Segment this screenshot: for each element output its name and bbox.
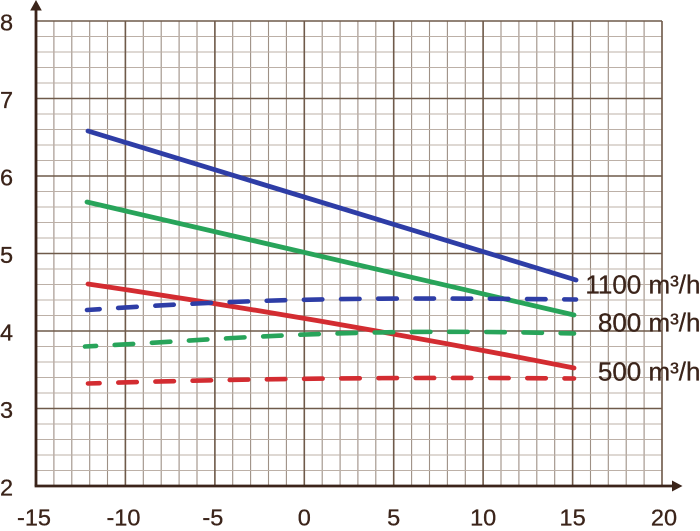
svg-text:15: 15 bbox=[560, 505, 586, 531]
svg-text:0: 0 bbox=[298, 505, 311, 531]
svg-text:8: 8 bbox=[0, 9, 13, 35]
svg-text:2: 2 bbox=[0, 474, 13, 500]
svg-text:5: 5 bbox=[387, 505, 400, 531]
svg-text:20: 20 bbox=[651, 505, 677, 531]
svg-text:10: 10 bbox=[470, 505, 496, 531]
svg-text:-5: -5 bbox=[202, 505, 223, 531]
svg-text:5: 5 bbox=[0, 242, 13, 268]
svg-text:7: 7 bbox=[0, 87, 13, 113]
svg-text:1100 m³/h: 1100 m³/h bbox=[585, 270, 700, 300]
svg-text:800 m³/h: 800 m³/h bbox=[598, 308, 700, 338]
svg-text:4: 4 bbox=[0, 319, 13, 345]
svg-text:6: 6 bbox=[0, 164, 13, 190]
svg-text:500 m³/h: 500 m³/h bbox=[598, 357, 700, 387]
svg-text:-10: -10 bbox=[106, 505, 140, 531]
svg-text:3: 3 bbox=[0, 397, 13, 423]
svg-text:-15: -15 bbox=[17, 505, 51, 531]
